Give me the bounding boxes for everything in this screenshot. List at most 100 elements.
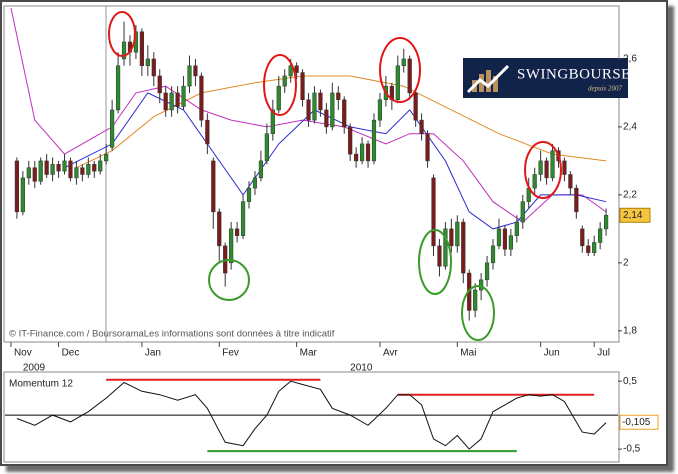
x-tick-label: Jun	[544, 348, 560, 359]
candle-body	[431, 177, 436, 247]
x-tick-label: Fev	[222, 348, 239, 359]
candle-body	[199, 75, 204, 121]
chart: SWINGBOURSE depuis 2007 1,8 2 2,2 2,4 2,6 Nov…	[3, 5, 659, 463]
candle-body	[217, 211, 222, 247]
candle-body	[359, 143, 365, 162]
candle-body	[62, 160, 67, 172]
candle-body	[336, 92, 341, 100]
y-tick-label: -0,5	[623, 444, 641, 455]
candle-body	[181, 85, 186, 107]
candle-body	[580, 228, 585, 247]
last-value-label: 2,14	[623, 210, 643, 221]
candle-body	[264, 133, 269, 162]
candle-body	[205, 119, 210, 145]
x-tick-label: Dec	[62, 348, 80, 359]
candle-body	[288, 65, 293, 77]
year-label: 2010	[350, 363, 373, 374]
x-tick-label: Avr	[383, 348, 398, 359]
candle-body	[538, 160, 543, 175]
y-tick-label: 2	[623, 257, 629, 268]
green-circle	[418, 229, 452, 295]
candle-body	[437, 245, 442, 267]
candle-body	[502, 228, 508, 250]
candle-body	[193, 65, 198, 77]
candle-body	[26, 167, 31, 179]
last-value-box	[619, 207, 651, 223]
logo-name: SWINGBOURSE	[517, 66, 631, 82]
momentum-line	[16, 380, 607, 450]
logo-bar	[493, 76, 498, 92]
panel-title: Momentum 12	[9, 379, 73, 390]
candle-body	[229, 228, 234, 264]
candle-body	[574, 187, 579, 213]
candle-body	[479, 279, 484, 291]
y-tick-label: 2,4	[623, 122, 637, 133]
candle-body	[544, 160, 549, 179]
green-circle	[208, 259, 250, 301]
candle-body	[330, 92, 335, 128]
candle-body	[354, 153, 359, 162]
candle-body	[270, 109, 275, 134]
candle-body	[508, 235, 513, 250]
candle-body	[187, 65, 192, 87]
y-tick-label: 1,8	[623, 325, 637, 336]
candle-body	[151, 58, 156, 77]
candle-body	[562, 160, 567, 175]
candle-body	[169, 92, 174, 111]
annotations	[108, 11, 562, 341]
candle-body	[407, 58, 412, 94]
red-circle	[108, 11, 136, 57]
x-tick-label: Mai	[460, 348, 476, 359]
candle-body	[14, 160, 19, 213]
candle-body	[461, 221, 466, 274]
x-tick-label: Mar	[300, 348, 318, 359]
candle-body	[211, 160, 216, 213]
candle-body	[514, 221, 519, 236]
x-tick-label: Nov	[14, 348, 32, 359]
candle-body	[20, 177, 25, 213]
candle-body	[598, 228, 603, 243]
candle-body	[318, 92, 323, 111]
candle-body	[496, 228, 502, 247]
logo: SWINGBOURSE depuis 2007	[463, 58, 631, 98]
candle-body	[276, 85, 281, 111]
candle-body	[258, 160, 264, 179]
candle-body	[312, 92, 317, 121]
y-tick-label: 0,5	[623, 376, 637, 387]
candle-body	[568, 174, 573, 189]
candle-body	[490, 245, 496, 264]
candle-body	[592, 242, 597, 253]
candle-body	[139, 31, 144, 67]
candle-body	[604, 215, 609, 230]
candle-body	[348, 126, 353, 155]
candle-body	[235, 228, 240, 236]
candle-body	[300, 72, 305, 100]
y-tick-label: 2,2	[623, 190, 637, 201]
candle-body	[32, 167, 37, 182]
candle-body	[586, 245, 591, 253]
x-tick-label: Jul	[597, 348, 610, 359]
moving-average	[76, 75, 607, 169]
candle-body	[550, 150, 555, 179]
momentum-panel	[3, 371, 620, 463]
candle-body	[252, 177, 258, 189]
candle-body	[98, 160, 103, 172]
candle-body	[371, 119, 377, 162]
candle-body	[377, 99, 383, 121]
candle-body	[532, 174, 537, 189]
candle-body	[425, 133, 430, 162]
logo-arrow	[466, 64, 510, 94]
candle-body	[56, 164, 61, 172]
logo-tagline: depuis 2007	[588, 85, 623, 93]
candle-body	[455, 221, 460, 247]
candle-body	[80, 167, 85, 175]
candle-body	[115, 65, 121, 111]
price-panel	[3, 5, 620, 343]
candle-body	[473, 289, 478, 311]
candle-body	[282, 75, 287, 87]
candle-body	[157, 75, 162, 94]
last-value-label: -0,105	[622, 417, 651, 428]
candle-body	[175, 92, 180, 107]
red-circle	[263, 54, 297, 116]
